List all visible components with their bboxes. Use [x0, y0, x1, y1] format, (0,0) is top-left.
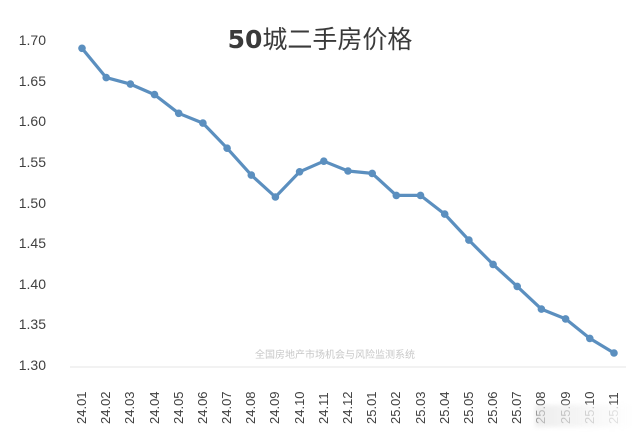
data-point — [465, 236, 473, 244]
y-tick-label: 1.35 — [18, 316, 46, 333]
data-point — [344, 167, 352, 175]
blurred-region — [535, 405, 635, 427]
watermark-text: 全国房地产市场机会与风险监测系统 — [255, 350, 415, 361]
data-point — [513, 282, 521, 291]
y-tick-label: 1.30 — [18, 357, 46, 373]
data-point — [610, 349, 618, 357]
data-point — [150, 90, 159, 99]
y-tick-label: 1.50 — [18, 194, 46, 211]
data-point — [416, 191, 425, 200]
data-point — [199, 119, 207, 127]
data-point — [247, 171, 256, 179]
y-tick-label: 1.70 — [18, 32, 46, 48]
data-point — [561, 315, 570, 323]
y-tick-label: 1.40 — [18, 275, 46, 292]
y-tick-label: 1.60 — [18, 113, 46, 130]
data-point — [392, 191, 401, 200]
y-tick-label: 1.55 — [18, 153, 46, 170]
series-line — [80, 46, 616, 355]
data-point — [102, 73, 110, 82]
chart-title-number: 50 — [227, 25, 263, 54]
data-point — [320, 157, 328, 165]
data-point — [295, 168, 304, 176]
data-point — [126, 80, 135, 88]
chart-title: 50城二手房价格 — [0, 20, 640, 56]
data-point — [223, 144, 231, 152]
data-point — [174, 109, 183, 118]
data-point — [271, 193, 280, 201]
data-point — [78, 44, 86, 53]
y-tick-label: 1.45 — [18, 235, 46, 252]
chart-title-text: 城二手房价格 — [262, 25, 413, 54]
data-point — [368, 169, 377, 178]
data-point — [489, 260, 497, 269]
y-tick-label: 1.65 — [18, 72, 46, 89]
data-point — [537, 305, 546, 313]
series-markers — [78, 44, 618, 357]
data-point — [586, 334, 594, 343]
data-point — [440, 210, 449, 218]
